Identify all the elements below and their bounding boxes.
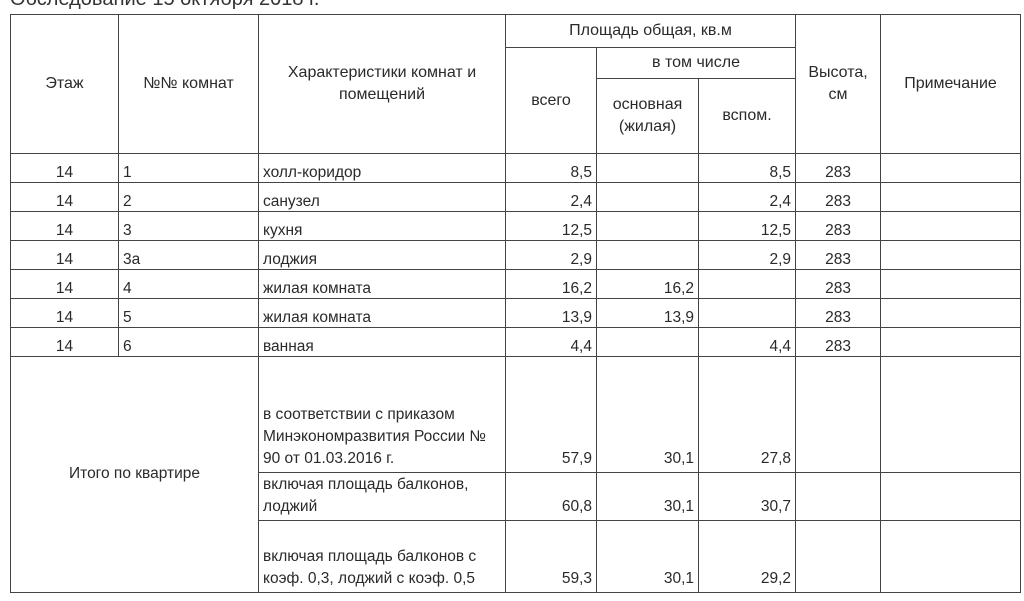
cell-name: ванная <box>258 327 506 357</box>
cell-height: 283 <box>795 269 882 299</box>
header-main: основная (жилая) <box>596 78 699 154</box>
cell-main: 13,9 <box>596 298 699 328</box>
table-row: 14 1 холл-коридор 8,5 8,5 283 <box>10 153 1022 183</box>
cell-note <box>880 269 1022 299</box>
table-row: 14 6 ванная 4,4 4,4 283 <box>10 327 1022 357</box>
table-row: 14 5 жилая комната 13,9 13,9 283 <box>10 298 1022 328</box>
table-row: 14 4 жилая комната 16,2 16,2 283 <box>10 269 1022 299</box>
table-row: 14 3 кухня 12,5 12,5 283 <box>10 211 1022 241</box>
cell-aux <box>697 269 797 299</box>
cell-room: 4 <box>118 269 259 299</box>
total-row: Итого по квартире в соответствии с приказ… <box>10 356 1022 593</box>
header-aux: вспом. <box>697 78 797 154</box>
total-cell-empty <box>795 356 882 473</box>
total-cell-empty <box>795 472 882 521</box>
cell-total: 2,4 <box>505 182 597 212</box>
header-characteristics: Характеристики комнат и помещений <box>258 14 506 154</box>
total-cell-total: 60,8 <box>505 472 597 521</box>
total-cell-aux: 30,7 <box>697 472 797 521</box>
cell-name: санузел <box>258 182 506 212</box>
cell-note <box>880 211 1022 241</box>
cell-floor: 14 <box>10 182 119 212</box>
total-row: включая площадь балконов с коэф. 0,3, ло… <box>11 520 1022 593</box>
cell-main <box>596 182 699 212</box>
total-cell-name: в соответствии с приказом Минэкономразви… <box>258 356 506 473</box>
cell-name: жилая комната <box>258 298 506 328</box>
cell-total: 4,4 <box>505 327 597 357</box>
cell-name: жилая комната <box>258 269 506 299</box>
header-floor: Этаж <box>10 14 119 154</box>
total-cell-empty <box>880 472 1022 521</box>
cell-height: 283 <box>795 211 882 241</box>
cell-floor: 14 <box>10 327 119 357</box>
cell-name: кухня <box>258 211 506 241</box>
header-note: Примечание <box>880 14 1022 154</box>
cell-floor: 14 <box>10 153 119 183</box>
total-cell-empty <box>795 520 882 593</box>
cell-main <box>596 240 699 270</box>
cell-main <box>596 153 699 183</box>
cell-floor: 14 <box>10 211 119 241</box>
total-cell-name: включая площадь балконов, лоджий <box>258 472 506 521</box>
cell-height: 283 <box>795 182 882 212</box>
cell-room: 3а <box>118 240 259 270</box>
total-row: включая площадь балконов, лоджий 60,8 30,1… <box>11 472 1022 521</box>
total-cell-total: 59,3 <box>505 520 597 593</box>
cell-room: 5 <box>118 298 259 328</box>
header-room-no: №№ комнат <box>118 14 259 154</box>
header-height: Высота, см <box>795 14 882 154</box>
cell-aux: 2,9 <box>697 240 797 270</box>
cell-room: 6 <box>118 327 259 357</box>
cell-total: 12,5 <box>505 211 597 241</box>
total-cell-empty <box>880 356 1022 473</box>
total-cell-total: 57,9 <box>505 356 597 473</box>
table-row: 14 2 санузел 2,4 2,4 283 <box>10 182 1022 212</box>
table-row: 14 3а лоджия 2,9 2,9 283 <box>10 240 1022 270</box>
cell-total: 16,2 <box>505 269 597 299</box>
cell-main <box>596 327 699 357</box>
header-all: всего <box>505 47 597 154</box>
total-cell-aux: 27,8 <box>697 356 797 473</box>
total-cell-empty <box>880 520 1022 593</box>
cell-floor: 14 <box>10 269 119 299</box>
cell-height: 283 <box>795 327 882 357</box>
room-explication-table: Этаж №№ комнат Характеристики комнат и п… <box>10 14 1022 593</box>
cell-note <box>880 240 1022 270</box>
totals-label: Итого по квартире <box>10 356 259 593</box>
cell-height: 283 <box>795 298 882 328</box>
total-cell-main: 30,1 <box>596 520 699 593</box>
cell-room: 3 <box>118 211 259 241</box>
cell-aux: 8,5 <box>697 153 797 183</box>
cell-note <box>880 327 1022 357</box>
cell-aux: 12,5 <box>697 211 797 241</box>
cell-height: 283 <box>795 153 882 183</box>
document-caption: Обследование 15 октября 2018 г. <box>10 0 319 11</box>
total-cell-main: 30,1 <box>596 356 699 473</box>
cell-aux <box>697 298 797 328</box>
cell-main <box>596 211 699 241</box>
cell-height: 283 <box>795 240 882 270</box>
total-cell-aux: 29,2 <box>697 520 797 593</box>
total-cell-name: включая площадь балконов с коэф. 0,3, ло… <box>258 520 506 593</box>
cell-total: 2,9 <box>505 240 597 270</box>
header-area-total: Площадь общая, кв.м <box>504 14 797 48</box>
cell-room: 2 <box>118 182 259 212</box>
cell-floor: 14 <box>10 240 119 270</box>
cell-total: 8,5 <box>505 153 597 183</box>
cell-aux: 4,4 <box>697 327 797 357</box>
cell-note <box>880 153 1022 183</box>
cell-name: лоджия <box>258 240 506 270</box>
cell-room: 1 <box>118 153 259 183</box>
cell-total: 13,9 <box>505 298 597 328</box>
cell-name: холл-коридор <box>258 153 506 183</box>
cell-note <box>880 298 1022 328</box>
cell-note <box>880 182 1022 212</box>
cell-floor: 14 <box>10 298 119 328</box>
header-including: в том числе <box>595 47 797 79</box>
cell-main: 16,2 <box>596 269 699 299</box>
cell-aux: 2,4 <box>697 182 797 212</box>
total-cell-main: 30,1 <box>596 472 699 521</box>
